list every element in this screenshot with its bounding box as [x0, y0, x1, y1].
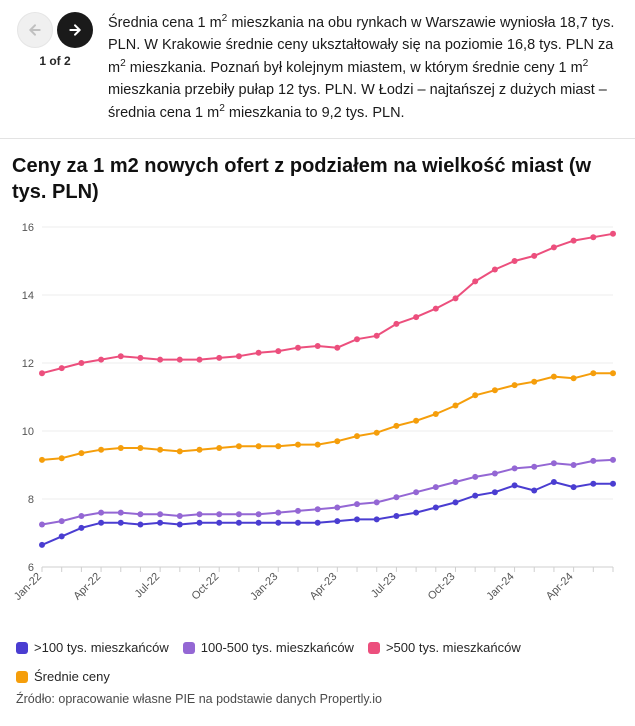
- arrow-right-icon: [67, 22, 83, 38]
- svg-text:Apr-22: Apr-22: [71, 571, 103, 603]
- legend-label: 100-500 tys. mieszkańców: [201, 640, 354, 655]
- prev-button[interactable]: [17, 12, 53, 48]
- svg-text:14: 14: [22, 290, 34, 302]
- next-button[interactable]: [57, 12, 93, 48]
- legend-label: Średnie ceny: [34, 669, 110, 684]
- arrow-left-icon: [27, 22, 43, 38]
- line-chart: 6810121416Jan-22Apr-22Jul-22Oct-22Jan-23…: [12, 217, 623, 632]
- intro-paragraph: Średnia cena 1 m2 mieszkania na obu rynk…: [108, 12, 621, 124]
- legend-item: Średnie ceny: [16, 669, 110, 684]
- legend-item: >100 tys. mieszkańców: [16, 640, 169, 655]
- svg-text:Apr-24: Apr-24: [544, 571, 576, 603]
- svg-text:Jan-23: Jan-23: [248, 571, 280, 603]
- legend-swatch: [16, 642, 28, 654]
- legend-item: >500 tys. mieszkańców: [368, 640, 521, 655]
- legend-item: 100-500 tys. mieszkańców: [183, 640, 354, 655]
- svg-text:Oct-23: Oct-23: [426, 571, 458, 603]
- legend-swatch: [16, 671, 28, 683]
- svg-text:Jul-23: Jul-23: [369, 571, 399, 601]
- chart-title: Ceny za 1 m2 nowych ofert z podziałem na…: [12, 153, 623, 205]
- legend-label: >100 tys. mieszkańców: [34, 640, 169, 655]
- chart-legend: >100 tys. mieszkańców 100-500 tys. mieszk…: [12, 632, 623, 690]
- svg-text:Apr-23: Apr-23: [308, 571, 340, 603]
- svg-text:Jan-24: Jan-24: [484, 571, 516, 603]
- chart-source: Źródło: opracowanie własne PIE na podsta…: [12, 690, 623, 716]
- legend-swatch: [368, 642, 380, 654]
- svg-text:12: 12: [22, 358, 34, 370]
- svg-text:Jul-22: Jul-22: [133, 571, 163, 601]
- nav-counter: 1 of 2: [39, 54, 70, 68]
- svg-text:16: 16: [22, 222, 34, 234]
- legend-swatch: [183, 642, 195, 654]
- svg-text:10: 10: [22, 426, 34, 438]
- svg-text:Jan-22: Jan-22: [12, 571, 44, 603]
- svg-text:Oct-22: Oct-22: [189, 571, 221, 603]
- legend-label: >500 tys. mieszkańców: [386, 640, 521, 655]
- svg-text:8: 8: [28, 494, 34, 506]
